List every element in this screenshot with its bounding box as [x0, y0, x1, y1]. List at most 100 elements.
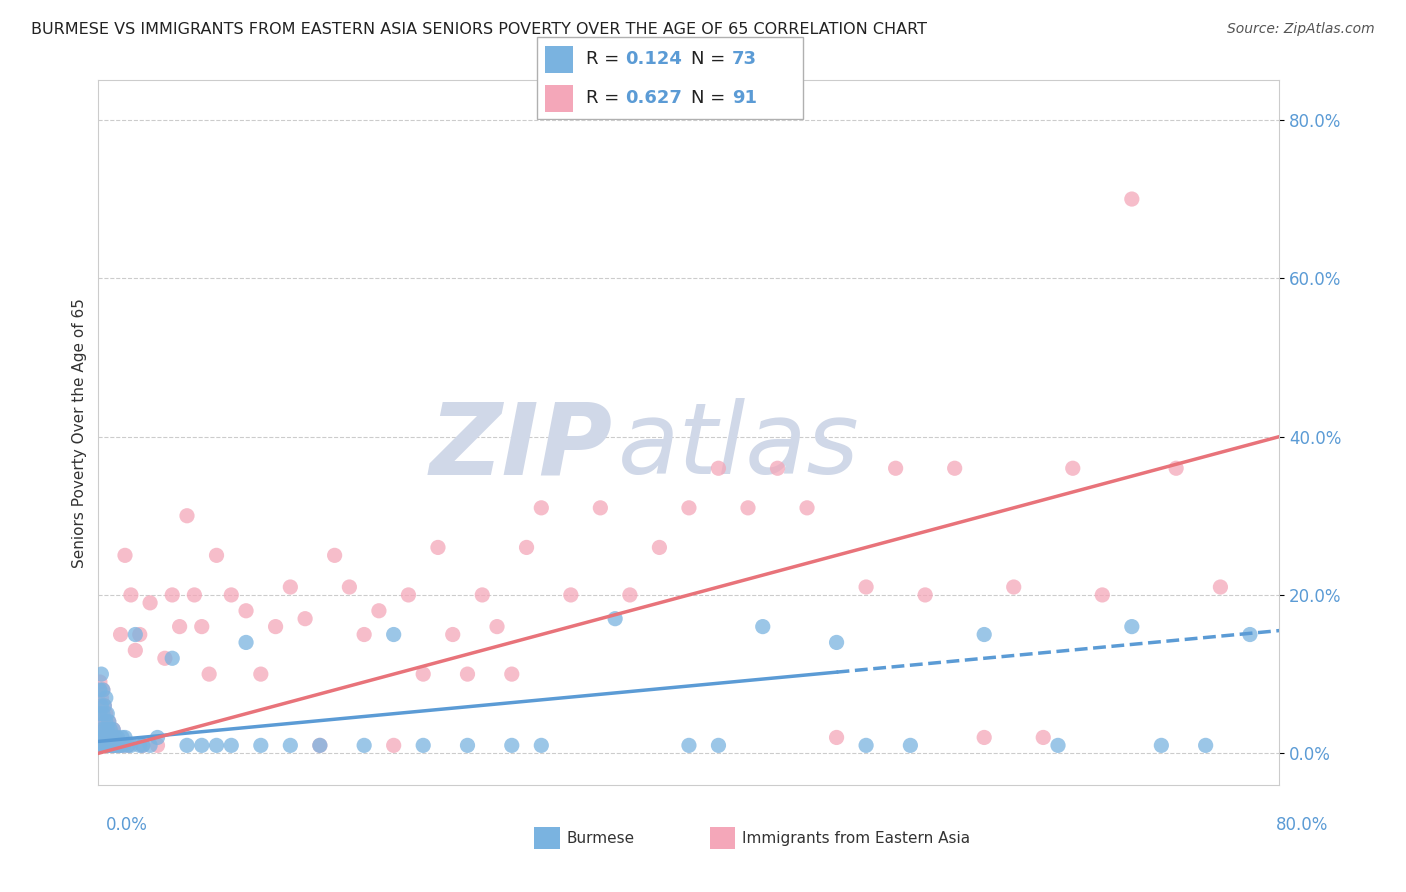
Point: [98, 723, 121, 737]
Point: [100, 731, 122, 745]
Point: [605, 612, 627, 626]
Point: [124, 643, 146, 657]
Point: [884, 461, 907, 475]
Point: [707, 461, 730, 475]
Text: ZIP: ZIP: [429, 398, 612, 495]
Text: Source: ZipAtlas.com: Source: ZipAtlas.com: [1227, 22, 1375, 37]
Point: [855, 580, 877, 594]
Point: [100, 739, 122, 753]
Point: [93, 698, 115, 713]
Point: [162, 651, 183, 665]
Point: [128, 739, 150, 753]
Point: [250, 667, 273, 681]
Point: [191, 739, 214, 753]
Point: [530, 500, 553, 515]
Point: [103, 739, 125, 753]
Point: [382, 739, 405, 753]
Point: [93, 723, 115, 737]
Point: [108, 739, 131, 753]
Point: [94, 690, 117, 705]
Point: [112, 739, 135, 753]
Point: [176, 739, 198, 753]
Point: [93, 698, 115, 713]
Point: [1032, 731, 1054, 745]
Point: [1239, 627, 1261, 641]
Point: [471, 588, 494, 602]
Point: [825, 731, 848, 745]
Point: [457, 739, 479, 753]
Point: [117, 739, 139, 753]
Point: [146, 731, 169, 745]
Point: [120, 739, 142, 753]
Point: [205, 549, 228, 563]
Point: [678, 500, 700, 515]
Text: R =: R =: [586, 88, 626, 106]
Point: [221, 739, 243, 753]
Point: [96, 739, 118, 753]
Point: [280, 580, 302, 594]
Point: [89, 706, 111, 721]
Point: [124, 627, 146, 641]
Point: [90, 739, 112, 753]
Point: [678, 739, 700, 753]
Text: 91: 91: [731, 88, 756, 106]
FancyBboxPatch shape: [537, 37, 803, 119]
Point: [104, 731, 127, 745]
Point: [501, 739, 523, 753]
Point: [91, 739, 114, 753]
Point: [128, 627, 150, 641]
Point: [250, 739, 273, 753]
Point: [132, 739, 155, 753]
Point: [114, 731, 136, 745]
Point: [89, 675, 111, 690]
Point: [280, 739, 302, 753]
Point: [96, 739, 118, 753]
Point: [91, 739, 114, 753]
Point: [104, 739, 127, 753]
Point: [191, 619, 214, 633]
Point: [205, 739, 228, 753]
Text: 0.0%: 0.0%: [105, 816, 148, 834]
Point: [943, 461, 966, 475]
Text: Burmese: Burmese: [567, 831, 634, 846]
Point: [91, 682, 114, 697]
Point: [1002, 580, 1025, 594]
Text: R =: R =: [586, 50, 626, 68]
Point: [530, 739, 553, 753]
Point: [737, 500, 759, 515]
Point: [235, 604, 257, 618]
Point: [93, 723, 115, 737]
Point: [89, 731, 111, 745]
Point: [412, 739, 434, 753]
Point: [368, 604, 391, 618]
Point: [1091, 588, 1114, 602]
Point: [97, 731, 120, 745]
Point: [412, 667, 434, 681]
Point: [398, 588, 420, 602]
Point: [94, 739, 117, 753]
Point: [90, 723, 112, 737]
Point: [90, 667, 112, 681]
Point: [114, 549, 136, 563]
Point: [973, 731, 995, 745]
Point: [111, 731, 134, 745]
Point: [98, 723, 121, 737]
Point: [103, 723, 125, 737]
Point: [139, 596, 162, 610]
Point: [766, 461, 789, 475]
Point: [90, 723, 112, 737]
Point: [198, 667, 221, 681]
FancyBboxPatch shape: [546, 85, 572, 112]
Point: [139, 739, 162, 753]
Point: [264, 619, 287, 633]
Point: [93, 739, 115, 753]
Text: N =: N =: [690, 50, 731, 68]
Point: [89, 706, 111, 721]
Point: [97, 714, 120, 729]
Point: [900, 739, 922, 753]
Point: [1062, 461, 1084, 475]
Point: [183, 588, 205, 602]
Point: [90, 690, 112, 705]
Point: [486, 619, 509, 633]
Point: [1121, 192, 1143, 206]
